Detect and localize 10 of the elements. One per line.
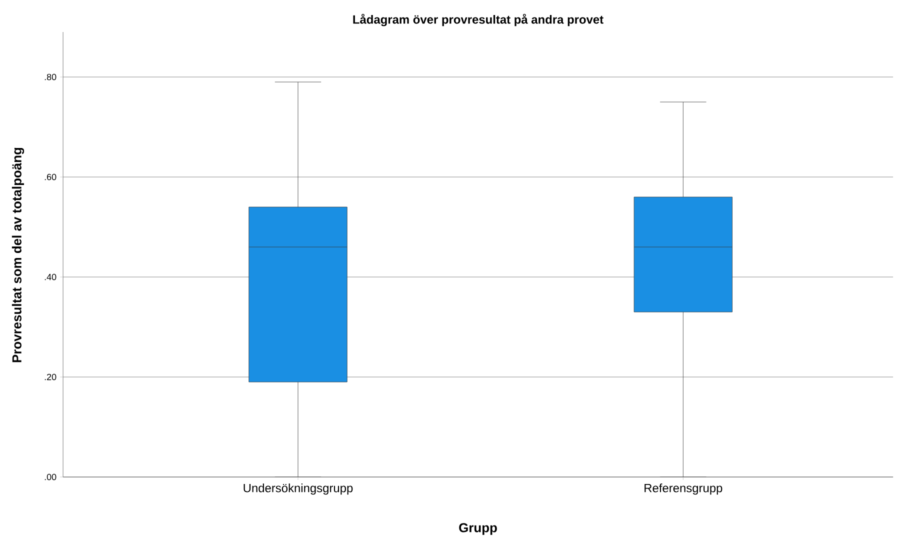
y-axis-title: Provresultat som del av totalpoäng [12, 148, 24, 362]
y-tick-label: .60 [44, 174, 56, 180]
x-tick-label: Referensgrupp [644, 484, 722, 495]
x-axis-title: Grupp [459, 523, 497, 535]
x-tick-label: Undersökningsgrupp [244, 484, 353, 495]
y-tick-label: .00 [44, 474, 56, 480]
y-tick-label: .40 [44, 274, 56, 280]
chart-title: Lådagram över provresultat på andra provet [353, 14, 604, 26]
y-tick-label: .20 [44, 374, 56, 380]
y-tick-label: .80 [44, 74, 56, 80]
